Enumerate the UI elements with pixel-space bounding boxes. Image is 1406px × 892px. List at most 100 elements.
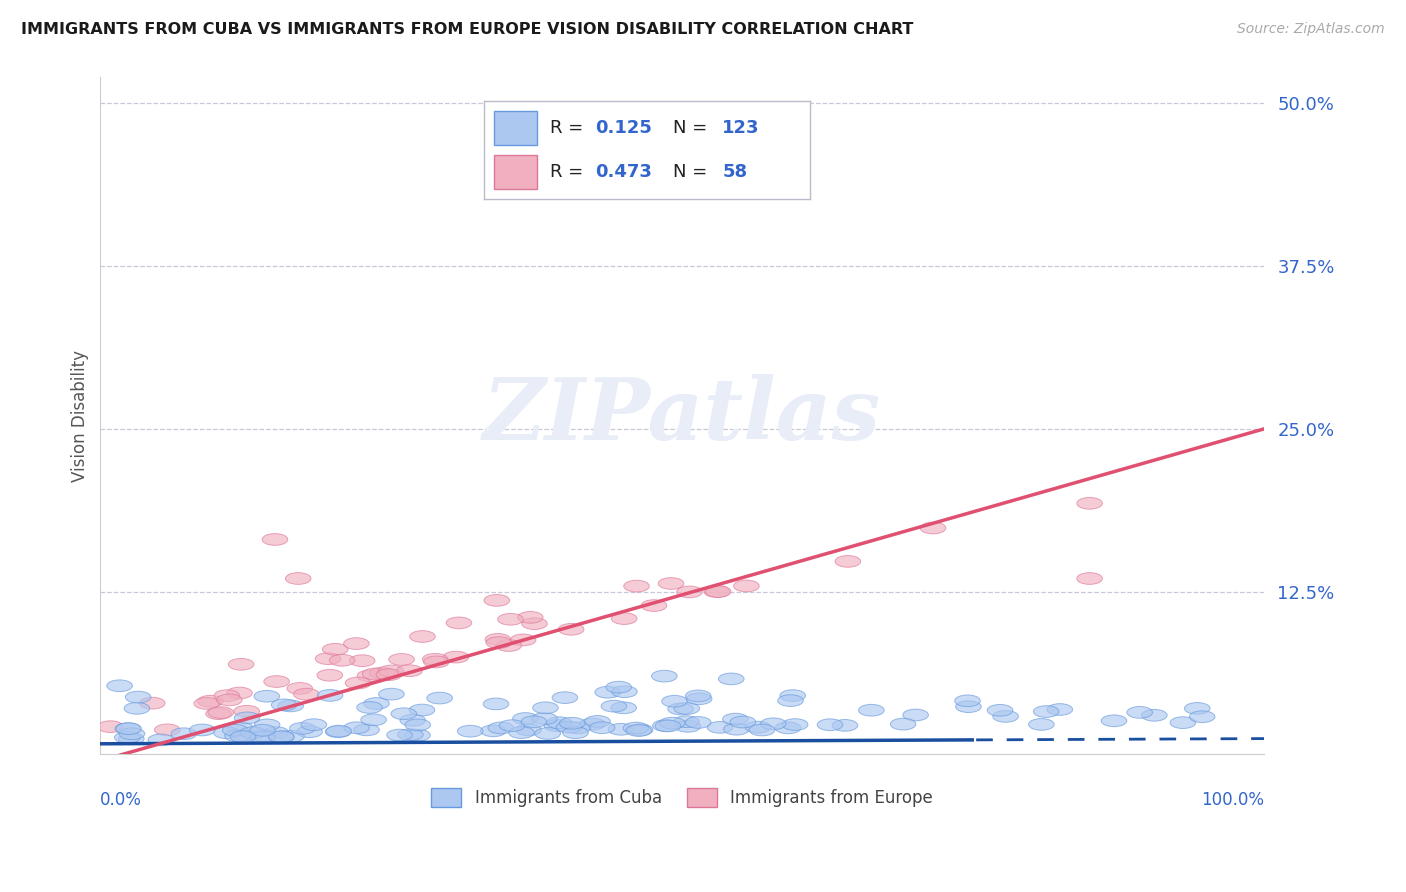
Ellipse shape xyxy=(290,723,315,734)
Ellipse shape xyxy=(685,690,711,702)
Ellipse shape xyxy=(903,709,928,721)
Ellipse shape xyxy=(190,724,215,736)
Ellipse shape xyxy=(1101,715,1126,727)
Ellipse shape xyxy=(405,719,430,731)
Ellipse shape xyxy=(602,700,627,712)
Ellipse shape xyxy=(278,731,304,742)
Ellipse shape xyxy=(1033,706,1059,717)
Ellipse shape xyxy=(107,680,132,691)
Ellipse shape xyxy=(226,687,252,698)
Ellipse shape xyxy=(1170,717,1195,729)
Ellipse shape xyxy=(565,722,591,734)
Ellipse shape xyxy=(553,692,578,704)
Ellipse shape xyxy=(484,698,509,710)
Ellipse shape xyxy=(730,716,755,728)
Ellipse shape xyxy=(446,617,471,629)
Ellipse shape xyxy=(194,698,219,709)
Ellipse shape xyxy=(606,681,631,693)
Ellipse shape xyxy=(734,580,759,591)
Ellipse shape xyxy=(1029,719,1054,731)
Ellipse shape xyxy=(254,690,280,702)
Ellipse shape xyxy=(197,696,224,707)
Ellipse shape xyxy=(531,713,557,724)
Ellipse shape xyxy=(517,612,543,624)
Ellipse shape xyxy=(749,724,775,736)
Ellipse shape xyxy=(585,715,610,727)
Ellipse shape xyxy=(607,723,634,735)
Ellipse shape xyxy=(817,719,842,731)
Ellipse shape xyxy=(285,573,311,584)
Ellipse shape xyxy=(612,686,637,698)
Ellipse shape xyxy=(718,673,744,685)
Ellipse shape xyxy=(704,586,730,598)
Ellipse shape xyxy=(208,706,233,718)
Ellipse shape xyxy=(579,718,606,730)
Ellipse shape xyxy=(172,728,197,739)
Ellipse shape xyxy=(316,669,343,681)
Legend: Immigrants from Cuba, Immigrants from Europe: Immigrants from Cuba, Immigrants from Eu… xyxy=(425,781,939,814)
Ellipse shape xyxy=(486,637,512,648)
Ellipse shape xyxy=(1184,703,1211,714)
Ellipse shape xyxy=(278,700,304,712)
Ellipse shape xyxy=(560,717,585,729)
Ellipse shape xyxy=(522,618,547,630)
Y-axis label: Vision Disability: Vision Disability xyxy=(72,350,89,482)
Ellipse shape xyxy=(651,670,678,682)
Ellipse shape xyxy=(956,701,981,713)
Ellipse shape xyxy=(627,724,652,736)
Ellipse shape xyxy=(344,722,370,733)
Ellipse shape xyxy=(673,703,700,714)
Ellipse shape xyxy=(780,690,806,701)
Ellipse shape xyxy=(662,696,688,707)
Ellipse shape xyxy=(370,667,395,679)
Ellipse shape xyxy=(685,716,711,728)
Text: ZIPatlas: ZIPatlas xyxy=(484,374,882,458)
Ellipse shape xyxy=(427,692,453,704)
Ellipse shape xyxy=(254,719,280,731)
Ellipse shape xyxy=(391,708,416,720)
Ellipse shape xyxy=(326,725,352,737)
Ellipse shape xyxy=(301,719,326,731)
Ellipse shape xyxy=(357,670,382,681)
Ellipse shape xyxy=(589,722,614,733)
Ellipse shape xyxy=(610,702,637,714)
Ellipse shape xyxy=(148,734,173,746)
Ellipse shape xyxy=(240,727,266,739)
Ellipse shape xyxy=(782,719,808,731)
Ellipse shape xyxy=(485,633,510,645)
Ellipse shape xyxy=(205,707,232,720)
Ellipse shape xyxy=(357,702,382,714)
Ellipse shape xyxy=(329,655,354,666)
Ellipse shape xyxy=(228,722,253,733)
Ellipse shape xyxy=(378,689,405,700)
Ellipse shape xyxy=(745,722,770,733)
Ellipse shape xyxy=(318,690,343,701)
Ellipse shape xyxy=(761,718,786,730)
Ellipse shape xyxy=(534,728,561,739)
Ellipse shape xyxy=(228,658,254,670)
Ellipse shape xyxy=(325,726,352,738)
Ellipse shape xyxy=(623,723,648,734)
Ellipse shape xyxy=(264,676,290,688)
Ellipse shape xyxy=(97,721,124,732)
Ellipse shape xyxy=(294,689,319,700)
Ellipse shape xyxy=(612,613,637,624)
Ellipse shape xyxy=(315,653,340,665)
Ellipse shape xyxy=(363,668,388,680)
Ellipse shape xyxy=(155,724,180,736)
Text: IMMIGRANTS FROM CUBA VS IMMIGRANTS FROM EUROPE VISION DISABILITY CORRELATION CHA: IMMIGRANTS FROM CUBA VS IMMIGRANTS FROM … xyxy=(21,22,914,37)
Ellipse shape xyxy=(955,695,980,706)
Ellipse shape xyxy=(263,727,288,739)
Ellipse shape xyxy=(322,643,349,655)
Ellipse shape xyxy=(513,713,538,724)
Ellipse shape xyxy=(498,614,523,625)
Ellipse shape xyxy=(250,724,276,736)
Ellipse shape xyxy=(297,726,322,738)
Ellipse shape xyxy=(706,586,731,598)
Ellipse shape xyxy=(499,720,524,731)
Ellipse shape xyxy=(1126,706,1153,718)
Ellipse shape xyxy=(658,578,683,590)
Ellipse shape xyxy=(125,691,150,703)
Ellipse shape xyxy=(262,533,288,545)
Ellipse shape xyxy=(398,729,423,740)
